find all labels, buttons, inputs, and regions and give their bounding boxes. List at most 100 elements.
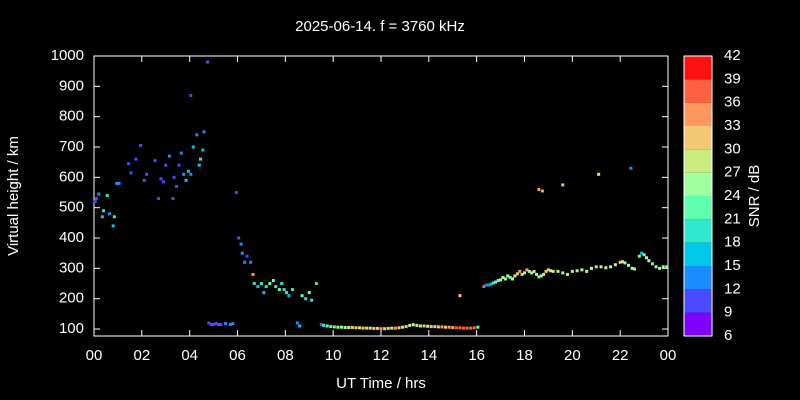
data-point — [386, 326, 390, 330]
data-point — [650, 262, 654, 266]
data-point — [613, 263, 617, 267]
data-point — [633, 267, 637, 271]
data-point — [436, 325, 440, 329]
data-point — [566, 272, 570, 276]
data-point — [489, 282, 493, 286]
data-point — [332, 325, 336, 329]
data-point — [157, 197, 161, 201]
data-point — [561, 183, 565, 187]
data-point — [139, 143, 143, 147]
data-point — [496, 278, 500, 282]
y-tick-label: 1000 — [51, 47, 84, 64]
data-point — [451, 326, 455, 330]
colorbar-swatch — [684, 149, 712, 173]
data-point — [551, 269, 555, 273]
data-point — [515, 272, 519, 276]
data-point — [570, 269, 574, 273]
colorbar-tick-label: 42 — [724, 47, 741, 64]
data-point — [415, 323, 419, 327]
data-point — [93, 200, 97, 204]
colorbar-tick-label: 15 — [724, 257, 741, 274]
data-point — [102, 209, 106, 213]
data-point — [214, 322, 218, 326]
data-point — [408, 323, 412, 327]
data-point — [277, 288, 281, 292]
colorbar-swatch — [684, 219, 712, 243]
x-tick-label: 00 — [86, 347, 103, 364]
data-point — [523, 271, 526, 275]
data-point — [372, 326, 376, 330]
data-point — [361, 326, 365, 330]
data-point — [179, 151, 183, 155]
data-point — [259, 282, 263, 286]
data-point — [556, 269, 560, 273]
x-tick-label: 14 — [420, 347, 437, 364]
data-point — [219, 322, 223, 326]
colorbar-tick-label: 21 — [724, 210, 741, 227]
data-point — [549, 269, 553, 273]
colorbar-swatch — [684, 242, 712, 266]
colorbar-tick-label: 27 — [724, 164, 741, 181]
data-point — [325, 324, 329, 328]
data-point — [234, 191, 238, 195]
x-tick-label: 18 — [516, 347, 533, 364]
data-point — [404, 325, 408, 329]
data-point — [508, 275, 512, 279]
data-point — [245, 254, 249, 258]
data-point — [397, 326, 401, 330]
data-point — [544, 269, 548, 273]
data-point — [282, 288, 286, 292]
data-point — [164, 163, 168, 167]
data-point — [647, 259, 651, 263]
y-tick-label: 900 — [59, 77, 84, 94]
x-tick-label: 16 — [468, 347, 485, 364]
data-point — [383, 327, 387, 331]
data-point — [487, 283, 491, 287]
data-point — [658, 266, 662, 270]
data-point — [503, 277, 507, 281]
chart-title: 2025-06-14. f = 3760 kHz — [295, 18, 465, 35]
data-point — [482, 285, 486, 289]
data-point — [542, 272, 546, 276]
data-point — [462, 326, 466, 330]
data-point — [476, 325, 480, 329]
data-point — [575, 269, 579, 273]
data-point — [354, 326, 358, 330]
data-point — [433, 325, 437, 329]
data-point — [511, 277, 515, 281]
data-point — [285, 291, 289, 295]
y-tick-label: 200 — [59, 290, 84, 307]
data-point — [644, 256, 648, 260]
data-point — [319, 322, 323, 326]
x-tick-label: 06 — [229, 347, 246, 364]
colorbar-swatch — [684, 312, 712, 336]
colorbar-tick-label: 6 — [724, 327, 732, 344]
data-point — [175, 184, 179, 188]
x-tick-label: 00 — [660, 347, 677, 364]
data-point — [491, 281, 495, 285]
data-point — [440, 325, 444, 329]
data-point — [206, 60, 210, 64]
data-point — [343, 326, 347, 330]
data-point — [546, 268, 550, 272]
data-point — [117, 181, 121, 185]
data-point — [129, 171, 133, 175]
data-point — [422, 324, 426, 328]
data-point — [291, 288, 295, 292]
data-point — [264, 285, 268, 289]
data-point — [537, 275, 541, 279]
data-point — [115, 181, 119, 185]
data-point — [142, 178, 146, 182]
data-point — [240, 251, 244, 255]
data-point — [347, 326, 351, 330]
data-point — [191, 145, 195, 149]
data-point — [618, 260, 622, 264]
y-tick-label: 300 — [59, 259, 84, 276]
data-point — [216, 322, 220, 326]
data-point — [108, 212, 112, 216]
data-point — [201, 148, 205, 152]
x-tick-label: 04 — [181, 347, 198, 364]
data-point — [637, 254, 641, 258]
data-point — [599, 265, 603, 269]
